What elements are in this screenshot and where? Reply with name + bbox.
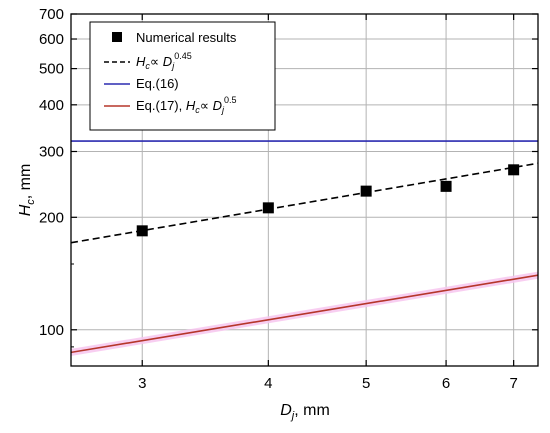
legend: Numerical results Hc∝ Dj0.45 Eq.(16) Eq.… [89,21,276,131]
x-tick-label: 6 [442,375,450,392]
data-point [262,202,274,214]
x-tick-label: 4 [264,375,272,392]
markers [136,164,520,237]
plot-area [71,140,538,356]
y-tick-label: 700 [39,6,64,23]
y-tick-label: 500 [39,61,64,78]
y-axis-title: Hc, mm [17,164,37,217]
legend-label-eq16: Eq.(16) [136,76,179,91]
data-point [508,164,520,176]
y-tick-label: 600 [39,31,64,48]
legend-label-eq17: Eq.(17), Hc∝ Dj0.5 [136,95,237,115]
data-point [440,180,452,192]
legend-marker-numerical [112,32,122,42]
y-tick-label: 200 [39,209,64,226]
x-tick-label: 5 [362,375,370,392]
x-axis-title: Dj, mm [280,402,330,422]
legend-label-fit: Hc∝ Dj0.45 [136,51,192,71]
plot-frame [70,13,539,367]
y-tick-label: 100 [39,322,64,339]
data-point [136,225,148,237]
y-tick-label: 300 [39,144,64,161]
series-line-1 [71,162,538,244]
y-tick-label: 400 [39,97,64,114]
x-tick-label: 3 [138,375,146,392]
legend-label-numerical: Numerical results [136,30,237,45]
data-point [360,185,372,197]
x-tick-label: 7 [509,375,517,392]
series-line-3 [71,274,538,354]
axes: 3 4 5 6 7 100 200 300 400 500 600 700 [39,6,538,392]
